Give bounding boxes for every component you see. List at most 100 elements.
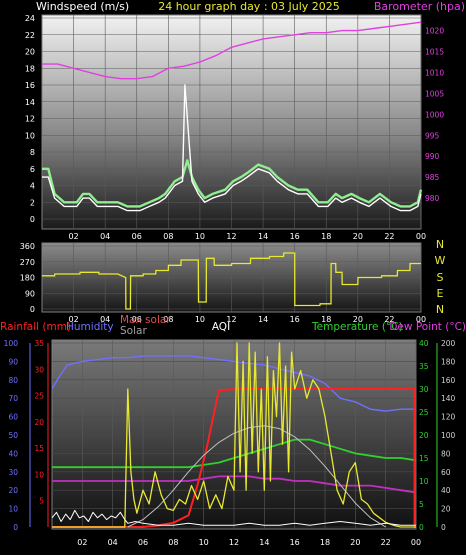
humidity-tick-label: 10 bbox=[8, 505, 18, 514]
solar-tick-label: 80 bbox=[441, 449, 451, 458]
windspeed-tick-label: 12 bbox=[25, 115, 35, 124]
windspeed-tick-label: 8 bbox=[30, 148, 35, 157]
x-tick-label: 20 bbox=[353, 232, 363, 241]
direction-tick-label: 360 bbox=[20, 242, 35, 251]
rainfall-tick-label: 5 bbox=[39, 497, 44, 506]
x-tick-label: 08 bbox=[168, 538, 178, 547]
x-tick-label: 10 bbox=[195, 315, 205, 324]
x-tick-label: 18 bbox=[321, 315, 331, 324]
temperature-tick-label: 15 bbox=[419, 454, 429, 463]
windspeed-axis-title: Windspeed (m/s) bbox=[36, 0, 129, 13]
humidity-label: Humidity bbox=[66, 321, 114, 333]
x-tick-label: 12 bbox=[226, 232, 236, 241]
rainfall-tick-label: 20 bbox=[34, 418, 44, 427]
aqi-label: AQI bbox=[212, 321, 230, 333]
x-tick-label: 16 bbox=[290, 232, 300, 241]
rainfall-tick-label: 35 bbox=[34, 339, 44, 348]
compass-labels: N W S E N bbox=[435, 238, 446, 316]
graph-title: 24 hour graph day : 03 July 2025 bbox=[158, 0, 340, 13]
rainfall-tick-label: 25 bbox=[34, 392, 44, 401]
barometer-tick-label: 1015 bbox=[425, 48, 444, 57]
rainfall-label: Rainfall (mm) bbox=[0, 321, 71, 333]
windspeed-tick-label: 4 bbox=[30, 182, 35, 191]
x-tick-label: 22 bbox=[381, 538, 391, 547]
direction-tick-label: 180 bbox=[20, 274, 35, 283]
aqi-line bbox=[51, 509, 416, 526]
x-tick-label: 10 bbox=[199, 538, 209, 547]
compass-w: W bbox=[435, 254, 446, 267]
x-tick-label: 00 bbox=[416, 232, 426, 241]
humidity-tick-label: 30 bbox=[8, 468, 18, 477]
humidity-tick-label: 80 bbox=[8, 376, 18, 385]
direction-tick-label: 270 bbox=[20, 258, 35, 267]
windspeed-tick-label: 2 bbox=[30, 198, 35, 207]
dewpoint-label: Dew Point (°C) bbox=[389, 321, 466, 333]
solar-tick-label: 160 bbox=[441, 376, 456, 385]
temperature-tick-label: 10 bbox=[419, 477, 429, 486]
x-tick-label: 04 bbox=[100, 232, 110, 241]
humidity-tick-label: 90 bbox=[8, 357, 18, 366]
barometer-tick-label: 985 bbox=[425, 173, 440, 182]
windspeed-tick-label: 14 bbox=[25, 98, 35, 107]
temperature-tick-label: 20 bbox=[419, 431, 429, 440]
solar-line bbox=[52, 342, 416, 528]
x-tick-label: 10 bbox=[195, 232, 205, 241]
rainfall-tick-label: 10 bbox=[34, 470, 44, 479]
solar-tick-label: 140 bbox=[441, 394, 456, 403]
x-tick-label: 06 bbox=[132, 315, 142, 324]
x-tick-label: 18 bbox=[321, 232, 331, 241]
x-tick-label: 06 bbox=[138, 538, 148, 547]
x-tick-label: 16 bbox=[290, 538, 300, 547]
x-tick-label: 08 bbox=[163, 232, 173, 241]
solar-label: Solar bbox=[120, 325, 147, 337]
x-tick-label: 16 bbox=[290, 315, 300, 324]
solar-tick-label: 180 bbox=[441, 357, 456, 366]
barometer-line bbox=[42, 21, 422, 80]
temperature-line bbox=[52, 438, 417, 469]
humidity-tick-label: 20 bbox=[8, 486, 18, 495]
direction-tick-label: 0 bbox=[30, 305, 35, 314]
x-tick-label: 14 bbox=[258, 232, 268, 241]
rainfall-line bbox=[52, 387, 416, 528]
barometer-tick-label: 980 bbox=[425, 194, 440, 203]
x-tick-label: 00 bbox=[416, 315, 426, 324]
temperature-tick-label: 40 bbox=[419, 339, 429, 348]
wind-direction-line bbox=[42, 252, 421, 310]
wind-line bbox=[42, 84, 422, 212]
x-tick-label: 22 bbox=[384, 315, 394, 324]
barometer-tick-label: 1000 bbox=[425, 110, 444, 119]
compass-e: E bbox=[437, 287, 444, 300]
humidity-tick-label: 100 bbox=[4, 339, 19, 348]
x-tick-label: 02 bbox=[68, 232, 78, 241]
x-tick-label: 20 bbox=[350, 538, 360, 547]
barometer-tick-label: 1005 bbox=[425, 89, 444, 98]
humidity-tick-label: 70 bbox=[8, 394, 18, 403]
solar-tick-label: 200 bbox=[441, 339, 456, 348]
x-tick-label: 20 bbox=[353, 315, 363, 324]
solar-tick-label: 60 bbox=[441, 468, 451, 477]
temperature-tick-label: 35 bbox=[419, 362, 429, 371]
x-tick-label: 18 bbox=[320, 538, 330, 547]
barometer-tick-label: 995 bbox=[425, 131, 440, 140]
solar-tick-label: 0 bbox=[441, 523, 446, 532]
humidity-tick-label: 0 bbox=[13, 523, 18, 532]
solar-tick-label: 100 bbox=[441, 431, 456, 440]
temperature-tick-label: 30 bbox=[419, 385, 429, 394]
humidity-tick-label: 40 bbox=[8, 449, 18, 458]
windspeed-tick-label: 10 bbox=[25, 131, 35, 140]
temperature-tick-label: 25 bbox=[419, 408, 429, 417]
humidity-line bbox=[51, 355, 416, 412]
windspeed-tick-label: 18 bbox=[25, 64, 35, 73]
windspeed-tick-label: 0 bbox=[30, 215, 35, 224]
gust-line bbox=[42, 159, 423, 208]
temperature-tick-label: 5 bbox=[419, 500, 424, 509]
humidity-tick-label: 50 bbox=[8, 431, 18, 440]
solar-tick-label: 40 bbox=[441, 486, 451, 495]
max-solar-label: Max solar bbox=[120, 314, 171, 326]
rainfall-tick-label: 30 bbox=[34, 365, 44, 374]
x-tick-label: 22 bbox=[384, 232, 394, 241]
windspeed-tick-label: 6 bbox=[30, 165, 35, 174]
x-tick-label: 06 bbox=[132, 232, 142, 241]
barometer-tick-label: 1020 bbox=[425, 27, 444, 36]
